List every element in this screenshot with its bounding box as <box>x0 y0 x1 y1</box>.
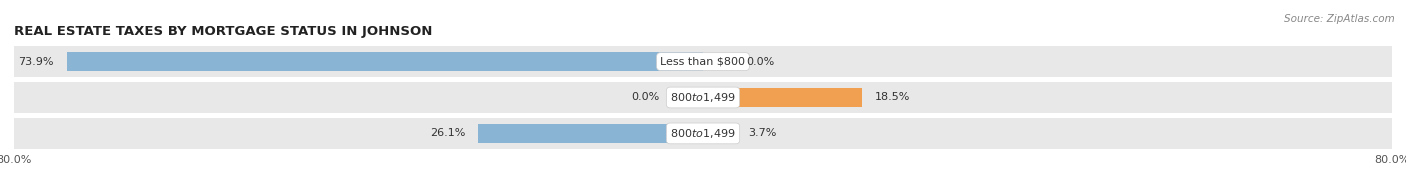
Text: Source: ZipAtlas.com: Source: ZipAtlas.com <box>1284 14 1395 24</box>
Text: Less than $800: Less than $800 <box>661 57 745 66</box>
Text: 26.1%: 26.1% <box>430 129 465 138</box>
Bar <box>66 52 703 71</box>
Text: REAL ESTATE TAXES BY MORTGAGE STATUS IN JOHNSON: REAL ESTATE TAXES BY MORTGAGE STATUS IN … <box>14 25 433 38</box>
Text: $800 to $1,499: $800 to $1,499 <box>671 127 735 140</box>
Text: 18.5%: 18.5% <box>875 92 911 103</box>
Bar <box>14 118 1392 149</box>
Text: 3.7%: 3.7% <box>748 129 776 138</box>
Bar <box>703 124 735 143</box>
Text: 0.0%: 0.0% <box>747 57 775 66</box>
Bar <box>14 46 1392 77</box>
Bar <box>478 124 703 143</box>
Text: $800 to $1,499: $800 to $1,499 <box>671 91 735 104</box>
Text: 0.0%: 0.0% <box>631 92 659 103</box>
Bar <box>703 88 862 107</box>
Text: 73.9%: 73.9% <box>18 57 53 66</box>
Bar <box>14 82 1392 113</box>
